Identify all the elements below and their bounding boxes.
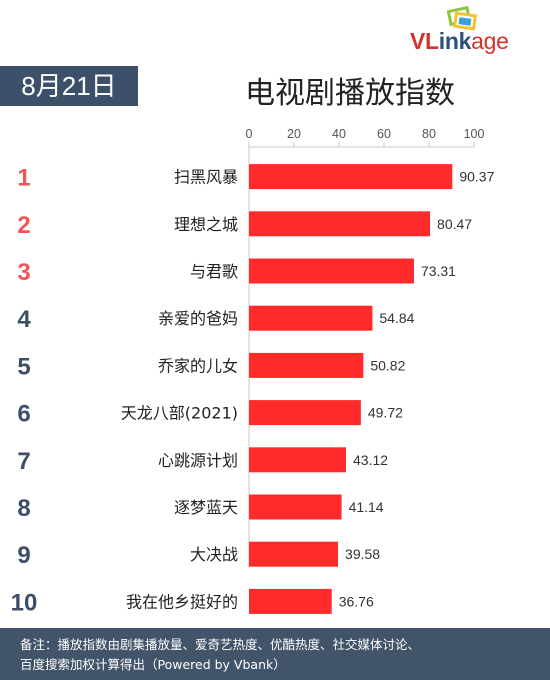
chart-title: 电视剧播放指数 (245, 76, 455, 111)
bar (249, 211, 431, 237)
data-label: 73.31 (421, 263, 456, 279)
x-tick-label: 0 (246, 127, 253, 141)
rank-number: 5 (17, 353, 30, 380)
rank-number: 8 (17, 495, 30, 522)
data-label: 80.47 (437, 216, 472, 232)
category-label: 亲爱的爸妈 (158, 309, 238, 328)
category-label: 天龙八部(2021) (121, 404, 238, 423)
category-label: 乔家的儿女 (158, 356, 238, 375)
x-tick-label: 40 (332, 127, 346, 141)
bar (249, 541, 339, 567)
bar (249, 305, 373, 331)
x-tick-label: 100 (464, 127, 485, 141)
category-label: 逐梦蓝天 (174, 498, 238, 517)
x-tick-label: 80 (422, 127, 436, 141)
data-label: 90.37 (459, 169, 494, 185)
rank-number: 2 (17, 212, 30, 239)
data-label: 54.84 (379, 310, 414, 326)
rank-number: 4 (17, 306, 31, 333)
rank-number: 10 (11, 589, 38, 616)
rank-number: 7 (17, 448, 30, 475)
bar (249, 164, 453, 190)
category-label: 心跳源计划 (158, 451, 238, 470)
x-tick-label: 60 (377, 127, 391, 141)
logo-frame-icon (446, 6, 478, 31)
category-label: 我在他乡挺好的 (126, 592, 238, 611)
bar (249, 447, 347, 473)
rank-number: 6 (17, 401, 30, 428)
footer-line-1: 备注：播放指数由剧集播放量、爱奇艺热度、优酷热度、社交媒体讨论、 (20, 637, 421, 652)
date-badge: 8月21日 (0, 66, 138, 106)
rank-number: 9 (17, 542, 30, 569)
bar-chart: 0 20 40 60 80 100 90.37 扫黑风暴 1 80.47 理想之城 2 73.31 与君歌… (11, 127, 495, 616)
vlinkage-logo: VLinkage (408, 6, 538, 56)
data-label: 43.12 (353, 452, 388, 468)
data-label: 41.14 (349, 499, 384, 515)
rank-number: 3 (17, 259, 30, 286)
data-label: 36.76 (339, 593, 374, 609)
footer-line-2: 百度搜索加权计算得出（Powered by Vbank） (20, 657, 286, 672)
bar (249, 352, 364, 378)
category-label: 理想之城 (174, 215, 238, 234)
bar (249, 588, 332, 614)
bar (249, 258, 414, 284)
bar (249, 400, 361, 426)
category-label: 扫黑风暴 (174, 168, 238, 187)
bar (249, 494, 342, 520)
category-label: 与君歌 (190, 262, 238, 281)
data-label: 49.72 (368, 405, 403, 421)
category-label: 大决战 (190, 545, 238, 564)
logo-wordmark: VLinkage (410, 28, 509, 54)
x-tick-label: 20 (287, 127, 301, 141)
rank-number: 1 (17, 165, 30, 192)
footer-note: 备注：播放指数由剧集播放量、爱奇艺热度、优酷热度、社交媒体讨论、 百度搜索加权计… (0, 628, 550, 680)
data-label: 50.82 (370, 357, 405, 373)
data-label: 39.58 (345, 546, 380, 562)
